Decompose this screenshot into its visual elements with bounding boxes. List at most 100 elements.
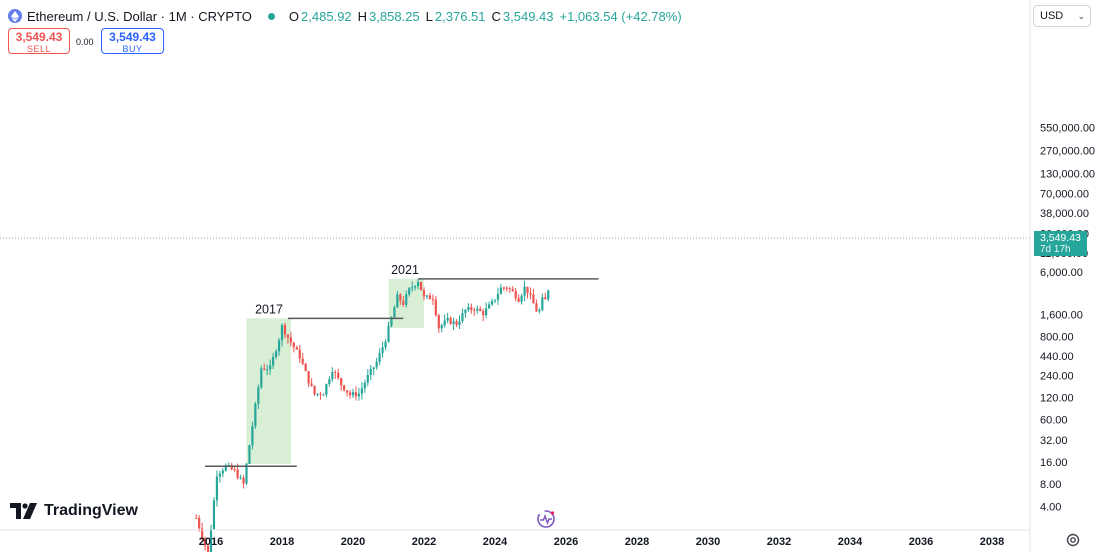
candle-body	[272, 356, 275, 366]
price-tick-label: 800.00	[1040, 332, 1074, 344]
candle-body	[263, 368, 266, 370]
annotation-label: 2017	[255, 302, 283, 316]
candle-body	[485, 308, 488, 316]
tradingview-logo[interactable]: TradingView	[10, 502, 138, 520]
price-tick-label: 8.00	[1040, 479, 1061, 491]
candle-body	[375, 361, 378, 368]
candle-body	[212, 500, 216, 529]
buy-button[interactable]: 3,549.43 BUY	[101, 28, 164, 54]
candle-body	[514, 291, 517, 299]
candle-body	[419, 281, 423, 291]
candle-body	[508, 288, 511, 290]
candle-body	[402, 300, 405, 305]
candle-body	[322, 394, 325, 396]
candle-body	[449, 317, 452, 324]
candle-body	[414, 286, 417, 288]
annotation-label: 2021	[391, 263, 419, 277]
candle-body	[505, 287, 508, 289]
candle-body	[387, 325, 390, 342]
candle-body	[266, 369, 269, 371]
candle-body	[354, 392, 358, 397]
pulse-icon[interactable]	[535, 508, 557, 530]
candle-body	[301, 358, 304, 364]
candle-body	[360, 388, 363, 394]
candle-body	[372, 367, 375, 370]
candle-body	[236, 469, 239, 478]
ethereum-icon	[8, 9, 22, 23]
currency-label: USD	[1040, 10, 1064, 22]
candle-body	[381, 347, 384, 354]
price-tick-label: 32.00	[1040, 435, 1068, 447]
ohlc-high-value: 3,858.25	[369, 8, 420, 24]
candle-body	[440, 325, 443, 329]
candle-body	[369, 369, 372, 375]
candle-body	[425, 295, 429, 297]
sell-label: SELL	[26, 44, 52, 54]
time-axis[interactable]: 2016 2018 2020 2022 2024 2026 2028 2030 2032 2034…	[199, 536, 1004, 548]
candle-body	[446, 317, 449, 321]
candle-body	[476, 308, 479, 311]
candle-body	[292, 342, 295, 348]
sell-button[interactable]: 3,549.43 SELL	[8, 28, 70, 54]
annotations: 2017 2021	[255, 263, 419, 316]
price-tick-label: 270,000.00	[1040, 145, 1095, 157]
resistance-lines[interactable]	[205, 278, 599, 468]
spread-value: 0.00	[76, 37, 94, 47]
candle-body	[458, 321, 461, 326]
price-tick-label: 16.00	[1040, 457, 1068, 469]
candle-body	[363, 382, 366, 389]
candle-body	[532, 294, 535, 304]
candle-body	[464, 309, 467, 314]
candle-body	[547, 290, 550, 300]
candle-body	[384, 341, 387, 348]
price-tick-label: 440.00	[1040, 351, 1074, 363]
candle-body	[411, 287, 414, 289]
candle-body	[526, 286, 529, 293]
candle-body	[310, 383, 313, 386]
candle-body	[487, 304, 491, 309]
candle-body	[366, 374, 369, 383]
candle-countdown: 7d 17h	[1040, 244, 1071, 255]
ohlc-low-key: L	[425, 8, 433, 24]
candle-body	[390, 317, 393, 326]
candle-body	[242, 477, 245, 484]
candle-body	[289, 337, 292, 343]
candle-body	[496, 294, 500, 300]
candle-body	[541, 297, 544, 311]
gear-icon[interactable]	[1065, 532, 1081, 548]
time-tick-label: 2036	[909, 536, 933, 548]
time-tick-label: 2038	[980, 536, 1004, 548]
price-tick-label: 4.00	[1040, 501, 1061, 513]
candle-body	[348, 392, 352, 396]
candle-body	[325, 384, 328, 395]
candle-body	[428, 295, 432, 300]
symbol-title[interactable]: Ethereum / U.S. Dollar · 1M · CRYPTO	[27, 8, 252, 24]
candle-body	[269, 365, 272, 370]
price-tick-label: 120.00	[1040, 392, 1074, 404]
candle-body	[280, 325, 284, 341]
candle-body	[254, 403, 257, 427]
candle-body	[452, 321, 455, 324]
candle-body	[437, 315, 440, 329]
time-tick-label: 2024	[483, 536, 508, 548]
candle-body	[467, 307, 470, 310]
candle-body	[517, 298, 520, 302]
currency-select[interactable]: USD ⌄	[1033, 5, 1091, 27]
candle-body	[538, 310, 541, 312]
candle-body	[218, 473, 221, 477]
ohlc-high-key: H	[357, 8, 368, 24]
buy-price: 3,549.43	[109, 30, 156, 44]
candle-body	[490, 300, 494, 305]
brand-name: TradingView	[44, 502, 138, 519]
candle-body	[224, 465, 227, 471]
candle-body	[357, 393, 361, 397]
price-axis[interactable]: 550,000.00 270,000.00 130,000.00 70,000.00 3…	[1040, 122, 1095, 513]
candle-body	[345, 390, 349, 393]
candle-body	[493, 299, 497, 301]
candle-body	[221, 470, 224, 474]
candle-body	[502, 287, 505, 289]
candle-body	[520, 295, 523, 302]
candle-body	[230, 465, 233, 470]
price-tick-label: 6,000.00	[1040, 267, 1083, 279]
